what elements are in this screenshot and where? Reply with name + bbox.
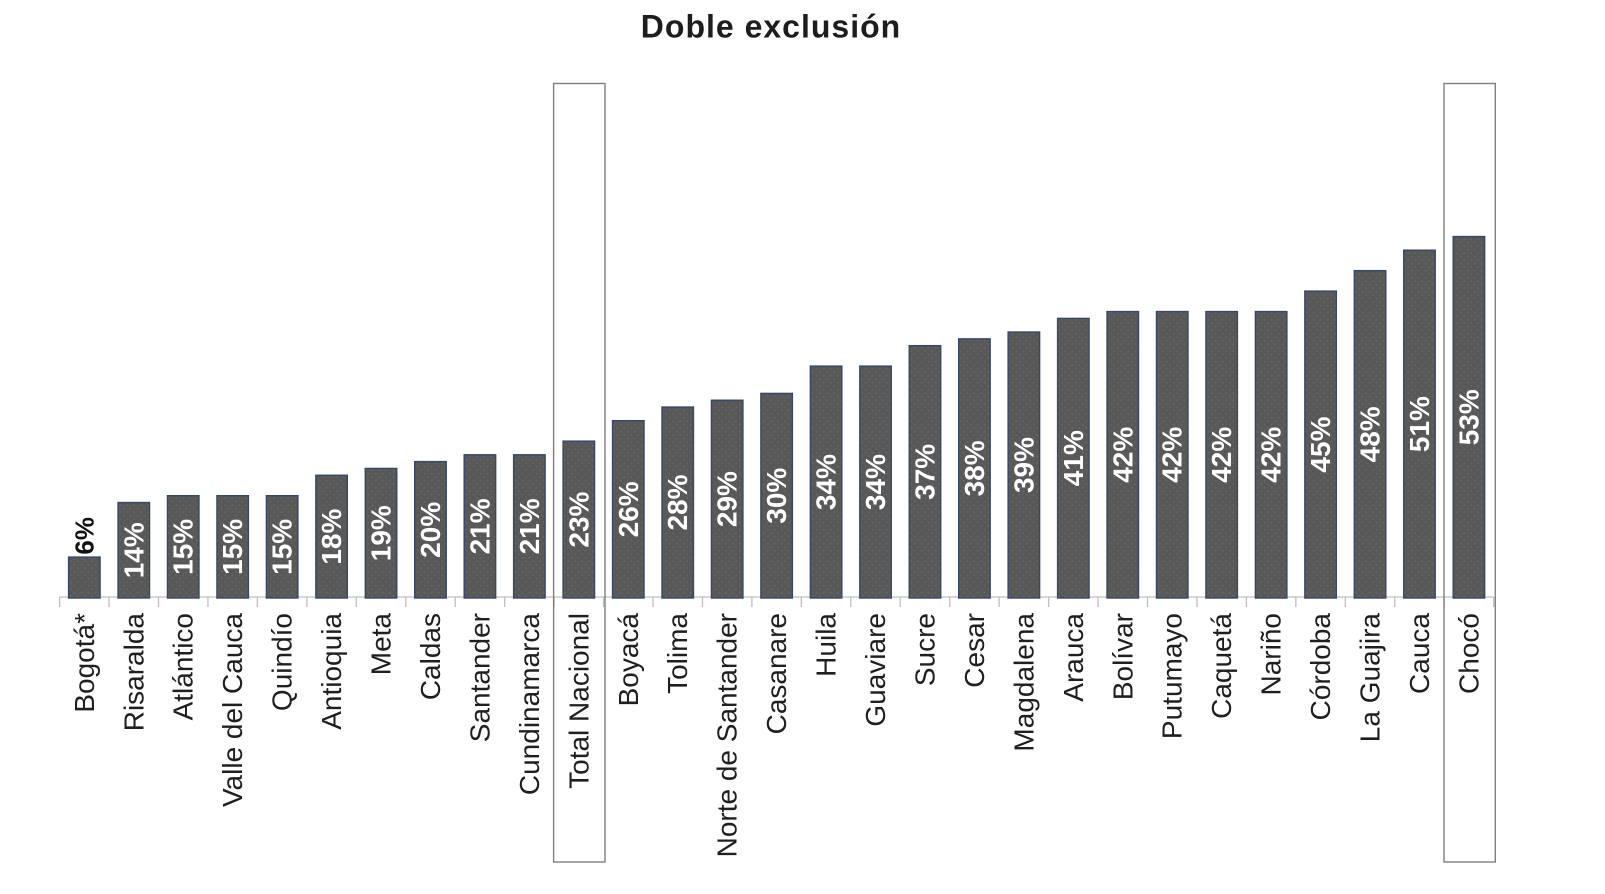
svg-text:19%: 19% bbox=[366, 505, 397, 561]
svg-text:Bogotá*: Bogotá* bbox=[69, 613, 100, 713]
svg-text:Valle del Cauca: Valle del Cauca bbox=[217, 613, 248, 807]
svg-text:Chocó: Chocó bbox=[1453, 613, 1484, 694]
svg-text:Risaralda: Risaralda bbox=[118, 613, 149, 732]
svg-text:21%: 21% bbox=[514, 498, 545, 554]
svg-text:21%: 21% bbox=[464, 498, 495, 554]
svg-text:Córdoba: Córdoba bbox=[1305, 613, 1336, 721]
svg-text:15%: 15% bbox=[217, 519, 248, 575]
svg-text:Caquetá: Caquetá bbox=[1206, 613, 1237, 719]
svg-text:Meta: Meta bbox=[366, 613, 397, 676]
svg-text:Sucre: Sucre bbox=[909, 613, 940, 686]
svg-text:Guaviare: Guaviare bbox=[860, 613, 891, 727]
svg-text:15%: 15% bbox=[267, 519, 298, 575]
svg-text:Cundinamarca: Cundinamarca bbox=[514, 613, 545, 796]
svg-text:20%: 20% bbox=[415, 502, 446, 558]
svg-text:Arauca: Arauca bbox=[1058, 613, 1089, 702]
svg-text:28%: 28% bbox=[662, 474, 693, 530]
svg-text:42%: 42% bbox=[1157, 427, 1188, 483]
svg-text:18%: 18% bbox=[316, 508, 347, 564]
svg-text:26%: 26% bbox=[613, 481, 644, 537]
svg-text:42%: 42% bbox=[1107, 427, 1138, 483]
svg-text:Santander: Santander bbox=[464, 613, 495, 742]
svg-text:Cauca: Cauca bbox=[1404, 613, 1435, 694]
svg-text:Norte de Santander: Norte de Santander bbox=[712, 613, 743, 857]
svg-text:30%: 30% bbox=[761, 468, 792, 524]
svg-text:29%: 29% bbox=[712, 471, 743, 527]
svg-text:Putumayo: Putumayo bbox=[1157, 613, 1188, 739]
svg-text:Antioquia: Antioquia bbox=[316, 613, 347, 730]
svg-text:Magdalena: Magdalena bbox=[1008, 613, 1039, 752]
svg-text:34%: 34% bbox=[860, 454, 891, 510]
svg-text:Total Nacional: Total Nacional bbox=[563, 613, 594, 789]
svg-text:23%: 23% bbox=[563, 491, 594, 547]
svg-text:41%: 41% bbox=[1058, 430, 1089, 486]
svg-text:Cesar: Cesar bbox=[959, 613, 990, 688]
svg-text:Quindío: Quindío bbox=[267, 613, 298, 711]
svg-text:45%: 45% bbox=[1305, 416, 1336, 472]
svg-text:La Guajira: La Guajira bbox=[1355, 613, 1386, 743]
svg-text:15%: 15% bbox=[168, 519, 199, 575]
svg-text:Nariño: Nariño bbox=[1256, 613, 1287, 695]
svg-text:Atlántico: Atlántico bbox=[168, 613, 199, 720]
svg-text:34%: 34% bbox=[811, 454, 842, 510]
svg-text:6%: 6% bbox=[69, 517, 99, 555]
svg-text:42%: 42% bbox=[1206, 427, 1237, 483]
svg-text:Bolívar: Bolívar bbox=[1107, 613, 1138, 700]
svg-text:Huila: Huila bbox=[811, 613, 842, 677]
svg-text:39%: 39% bbox=[1008, 437, 1039, 493]
svg-text:Casanare: Casanare bbox=[761, 613, 792, 734]
svg-text:53%: 53% bbox=[1453, 389, 1484, 445]
svg-text:Doble exclusión: Doble exclusión bbox=[641, 9, 901, 45]
svg-text:38%: 38% bbox=[959, 440, 990, 496]
svg-text:Boyacá: Boyacá bbox=[613, 613, 644, 707]
svg-text:37%: 37% bbox=[909, 444, 940, 500]
svg-text:Tolima: Tolima bbox=[662, 613, 693, 694]
svg-text:42%: 42% bbox=[1256, 427, 1287, 483]
svg-text:51%: 51% bbox=[1404, 396, 1435, 452]
svg-text:14%: 14% bbox=[118, 522, 149, 578]
svg-text:Caldas: Caldas bbox=[415, 613, 446, 700]
svg-text:48%: 48% bbox=[1355, 406, 1386, 462]
